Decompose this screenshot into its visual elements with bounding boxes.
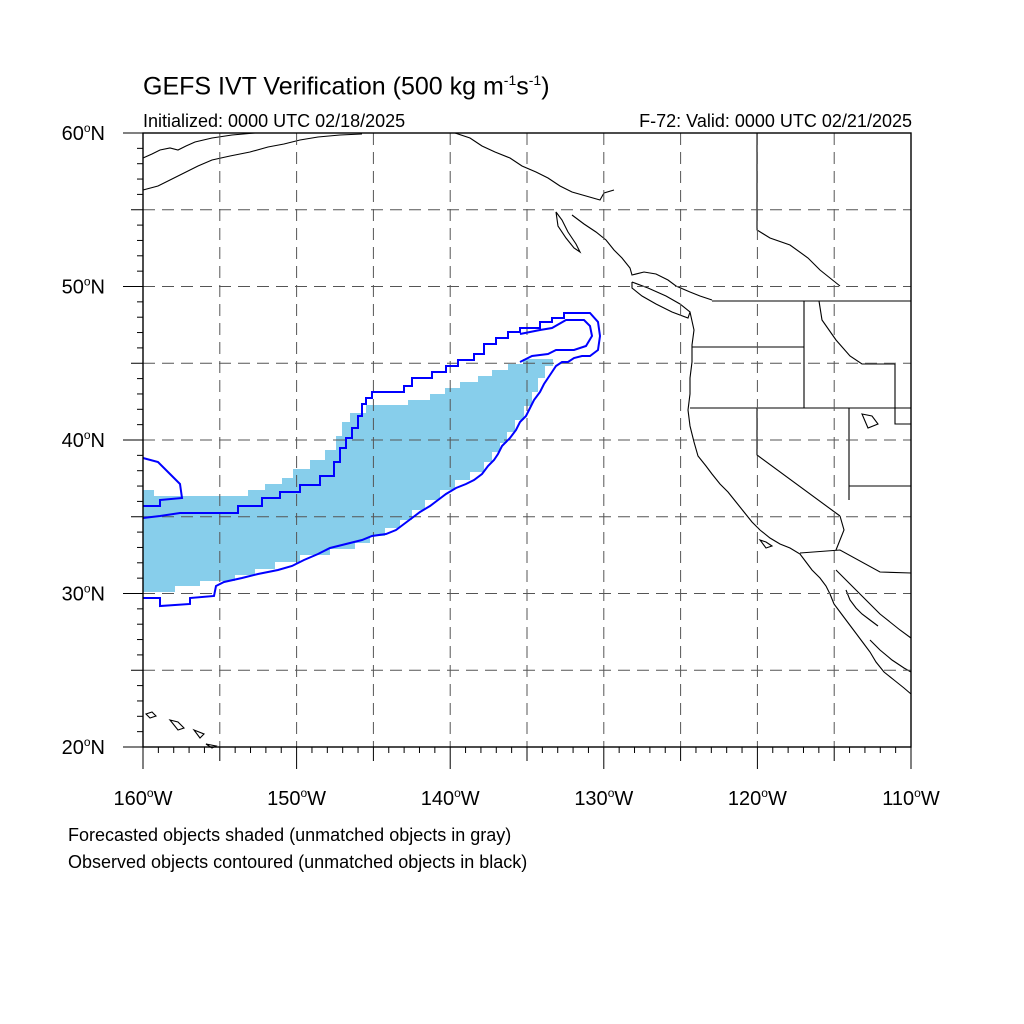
forecast-object-shaded [143, 359, 553, 592]
title-exponent-1: -1 [503, 72, 517, 88]
footnote-forecast: Forecasted objects shaded (unmatched obj… [68, 825, 512, 845]
coast-mexico-mainland [869, 639, 912, 673]
island-hawaii-3 [192, 728, 205, 739]
coast-southeast-alaska [454, 132, 615, 201]
observed-contour-inner [519, 319, 594, 363]
island-hawaii-1 [144, 711, 158, 719]
observed-object-contour [142, 312, 602, 608]
lat-tick-label: 20oN [62, 735, 105, 759]
coast-baja-west [829, 593, 912, 695]
lat-lon-gridlines [143, 133, 911, 747]
border-canada-inland [756, 133, 841, 287]
lon-tick-label: 160oW [114, 786, 173, 810]
coast-alaska-peninsula [142, 133, 363, 191]
forecast-object-region [143, 359, 553, 592]
init-time-label: Initialized: 0000 UTC 02/18/2025 [143, 111, 406, 131]
lat-tick-label: 60oN [62, 121, 105, 145]
coast-us-west [687, 311, 831, 595]
valid-time-label: F-72: Valid: 0000 UTC 02/21/2025 [639, 111, 912, 131]
footnote-observed: Observed objects contoured (unmatched ob… [68, 852, 528, 872]
border-ca-nv-diagonal [756, 408, 841, 517]
lon-tick-label: 120oW [728, 786, 787, 810]
island-lake-ut [861, 413, 879, 429]
border-id-mt [818, 300, 895, 365]
lon-tick-label: 140oW [421, 786, 480, 810]
coastlines-and-borders [142, 132, 912, 749]
island-haida-gwaii [555, 211, 582, 254]
chart-title: GEFS IVT Verification (500 kg m-1s-1) [143, 72, 550, 101]
border-az-ca-river [835, 515, 845, 551]
title-end: ) [541, 72, 550, 101]
observed-contour-main [142, 312, 602, 608]
lon-tick-label: 150oW [267, 786, 326, 810]
coast-baja-gulf [835, 569, 912, 639]
observed-contour-west-notch [142, 457, 184, 507]
coast-bc [571, 214, 713, 301]
island-hawaii-2 [168, 719, 186, 731]
border-wy [894, 364, 911, 425]
coast-baja-east [845, 589, 879, 627]
lat-tick-label: 30oN [62, 582, 105, 606]
title-mid: s [516, 72, 529, 101]
lon-tick-label: 130oW [574, 786, 633, 810]
border-us-mexico [799, 549, 912, 574]
map-frame-and-ticks [123, 132, 912, 769]
axis-tick-labels: 20oN 30oN 40oN 50oN 60oN 160oW 150oW 140oW 130oW… [62, 121, 940, 810]
coast-vancouver-island [631, 281, 691, 319]
title-main: GEFS IVT Verification (500 kg m [143, 72, 504, 101]
island-channel [758, 538, 774, 549]
lat-tick-label: 40oN [62, 428, 105, 452]
title-exponent-2: -1 [528, 72, 542, 88]
coast-alaska-gulf [142, 132, 256, 159]
lat-tick-label: 50oN [62, 275, 105, 299]
lon-tick-label: 110oW [882, 786, 940, 810]
